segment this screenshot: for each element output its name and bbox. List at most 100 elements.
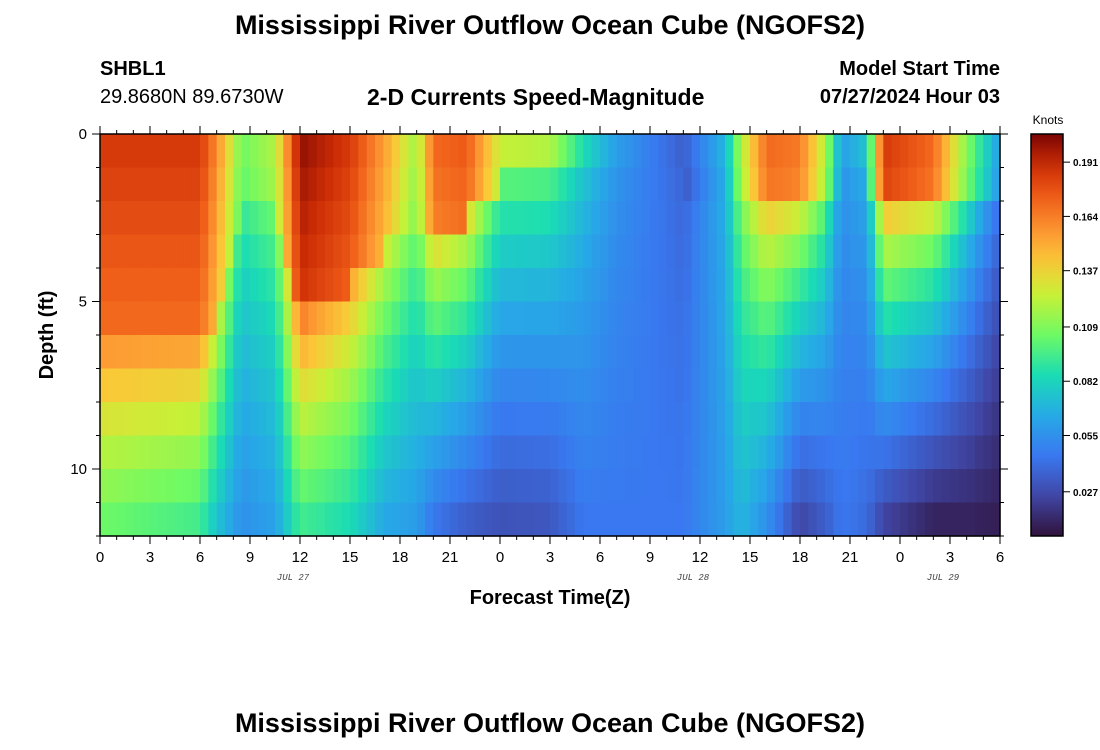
heatmap-cell: [891, 335, 901, 370]
heatmap-cell: [500, 201, 509, 236]
heatmap-cell: [808, 502, 818, 537]
heatmap-cell: [400, 469, 409, 504]
heatmap-cell: [925, 435, 934, 470]
heatmap-cell: [825, 435, 834, 470]
heatmap-cell: [283, 301, 293, 336]
heatmap-cell: [650, 435, 659, 470]
heatmap-cell: [700, 368, 709, 403]
heatmap-cell: [408, 134, 418, 169]
heatmap-cell: [133, 435, 143, 470]
colorbar: Knots 0.191 0.164 0.137 0.109 0.082 0.055 0.02…: [1030, 113, 1098, 537]
heatmap-cell: [800, 268, 809, 303]
heatmap-cell: [508, 368, 518, 403]
heatmap-cell: [658, 469, 668, 504]
heatmap-cell: [108, 435, 118, 470]
heatmap-cell: [766, 234, 776, 269]
heatmap-cell: [233, 201, 243, 236]
heatmap-cell: [133, 502, 143, 537]
heatmap-cell: [425, 435, 434, 470]
heatmap-cell: [708, 435, 718, 470]
heatmap-cell: [341, 301, 351, 336]
heatmap-cell: [908, 134, 918, 169]
heatmap-cell: [391, 435, 401, 470]
heatmap-cell: [100, 167, 109, 202]
heatmap-cell: [575, 167, 584, 202]
heatmap-cell: [583, 368, 593, 403]
heatmap-cell: [366, 368, 376, 403]
heatmap-cell: [225, 134, 234, 169]
heatmap-cell: [125, 368, 134, 403]
heatmap-cell: [608, 502, 618, 537]
heatmap-cell: [816, 335, 826, 370]
heatmap-cell: [300, 234, 309, 269]
heatmap-cell: [825, 402, 834, 437]
heatmap-cell: [475, 435, 484, 470]
heatmap-cell: [483, 335, 493, 370]
heatmap-cell: [841, 502, 851, 537]
heatmap-cell: [858, 335, 868, 370]
heatmap-cell: [308, 234, 318, 269]
heatmap-cell: [991, 335, 1001, 370]
heatmap-cell: [658, 167, 668, 202]
heatmap-cell: [933, 502, 943, 537]
heatmap-cell: [558, 435, 568, 470]
heatmap-cell: [166, 335, 176, 370]
heatmap-cell: [508, 134, 518, 169]
heatmap-cell: [675, 502, 684, 537]
heatmap-cell: [941, 301, 951, 336]
heatmap-cell: [491, 201, 501, 236]
heatmap-cell: [450, 435, 459, 470]
heatmap-cell: [191, 301, 201, 336]
heatmap-cell: [641, 301, 651, 336]
heatmap-cell: [850, 268, 859, 303]
heatmap-cell: [175, 234, 184, 269]
heatmap-cell: [766, 469, 776, 504]
heatmap-cell: [258, 469, 268, 504]
heatmap-cell: [750, 368, 759, 403]
heatmap-cell: [183, 167, 193, 202]
heatmap-cell: [983, 201, 993, 236]
heatmap-cell: [183, 469, 193, 504]
heatmap-cell: [691, 435, 701, 470]
heatmap-cell: [308, 402, 318, 437]
heatmap-cell: [400, 502, 409, 537]
heatmap-cell: [808, 301, 818, 336]
heatmap-cell: [716, 134, 726, 169]
heatmap-cell: [600, 368, 609, 403]
heatmap-cell: [825, 167, 834, 202]
heatmap-cell: [783, 435, 793, 470]
heatmap-cell: [150, 502, 159, 537]
heatmap-cell: [900, 335, 909, 370]
heatmap-cell: [808, 134, 818, 169]
currents-heatmap-chart: 0 3 6 9 12 15 18 21 0 3 6 9 12 15 18 21 0 3 6 JUL 27 JUL 28 J…: [36, 113, 1098, 609]
heatmap-cell: [691, 268, 701, 303]
heatmap-cell: [408, 402, 418, 437]
heatmap-cell: [166, 201, 176, 236]
heatmap-cell: [516, 335, 526, 370]
heatmap-cell: [200, 502, 209, 537]
heatmap-cell: [341, 201, 351, 236]
heatmap-cell: [191, 402, 201, 437]
heatmap-cell: [300, 301, 309, 336]
heatmap-cell: [825, 301, 834, 336]
heatmap-cell: [641, 368, 651, 403]
heatmap-cell: [125, 502, 134, 537]
heatmap-cell: [258, 335, 268, 370]
heatmap-cell: [366, 268, 376, 303]
heatmap-cell: [491, 402, 501, 437]
heatmap-cell: [575, 234, 584, 269]
heatmap-cell: [891, 134, 901, 169]
heatmap-cell: [583, 134, 593, 169]
heatmap-cell: [283, 268, 293, 303]
heatmap-cell: [483, 268, 493, 303]
x-tick-label: 18: [392, 549, 409, 566]
x-tick-label: 9: [646, 549, 654, 566]
heatmap-cell: [608, 469, 618, 504]
heatmap-cell: [425, 502, 434, 537]
heatmap-cell: [691, 234, 701, 269]
heatmap-cell: [666, 167, 676, 202]
heatmap-cell: [150, 469, 159, 504]
heatmap-cell: [316, 234, 326, 269]
heatmap-cell: [625, 268, 634, 303]
heatmap-cell: [250, 402, 259, 437]
